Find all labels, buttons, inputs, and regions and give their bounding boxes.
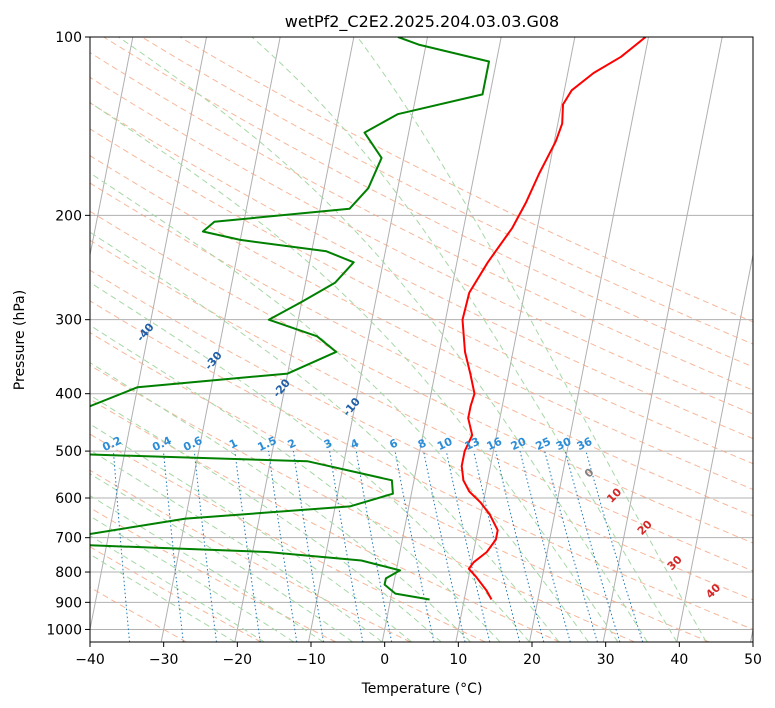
moist-adiabat-line <box>90 553 236 642</box>
moist-adiabat-line <box>90 423 413 642</box>
moist-adiabat-line <box>90 515 295 642</box>
mixing-ratio-line <box>234 451 261 642</box>
x-tick-label: −10 <box>296 652 326 668</box>
x-tick-label: 0 <box>380 652 389 668</box>
dry-adiabat-line <box>141 37 753 345</box>
mixing-ratio-line <box>495 450 545 642</box>
x-axis: −40 −30 −20 −10 0 10 20 30 40 50 <box>75 642 762 668</box>
mixing-ratio-line <box>423 451 466 642</box>
mixing-ratio-line <box>585 450 644 642</box>
mixing-ratio-label: 10 <box>435 435 455 453</box>
moist-adiabat-line <box>90 534 265 642</box>
y-tick-label: 300 <box>55 313 82 329</box>
dry-adiabat-line <box>90 332 710 642</box>
mixing-ratio-line <box>355 451 393 642</box>
y-axis-label: Pressure (hPa) <box>12 290 28 390</box>
moist-adiabat-line <box>90 172 589 642</box>
mixing-ratio-line <box>394 451 435 642</box>
dry-adiabat-line <box>90 433 486 642</box>
isotherm-line <box>90 37 208 633</box>
y-tick-label: 700 <box>55 531 82 547</box>
isotherm-line <box>381 37 502 642</box>
x-axis-label: Temperature (°C) <box>361 681 483 697</box>
dry-adiabat-line <box>90 398 561 642</box>
moist-adiabat-line <box>90 394 442 642</box>
mixing-ratio-line <box>162 451 184 642</box>
moist-adiabat-line <box>90 473 353 642</box>
x-tick-label: 50 <box>744 652 762 668</box>
x-tick-label: 40 <box>670 652 688 668</box>
moist-adiabat-line <box>118 37 648 642</box>
mixing-ratio-line <box>268 451 298 642</box>
mixing-ratio-label: 20 <box>509 435 529 453</box>
dry-adiabat-line <box>90 269 753 601</box>
moist-adiabat-line <box>251 37 678 642</box>
moist-adiabat-line <box>90 495 324 642</box>
temperature-line <box>460 37 647 600</box>
y-tick-label: 100 <box>55 30 82 46</box>
y-axis: 100 200 300 400 500 600 700 800 900 1000 <box>46 30 90 638</box>
y-tick-label: 200 <box>55 208 82 224</box>
mixing-ratio-line <box>113 451 131 642</box>
moist-adiabat-line <box>90 231 560 642</box>
dry-adiabat-line <box>90 239 753 572</box>
dry-adiabat-line <box>90 300 753 630</box>
moist-adiabat-line <box>90 362 471 642</box>
x-tick-label: −40 <box>75 652 105 668</box>
x-tick-label: 20 <box>523 652 541 668</box>
mixing-ratio-line <box>445 450 491 642</box>
x-tick-label: −20 <box>223 652 253 668</box>
moist-adiabat-line <box>90 101 619 642</box>
y-tick-label: 1000 <box>46 622 82 638</box>
y-tick-label: 400 <box>55 387 82 403</box>
mixing-ratio-line <box>544 450 598 642</box>
mixing-ratio-line <box>564 450 621 642</box>
dry-adiabat-line <box>90 507 336 642</box>
isotherm-line <box>90 37 134 258</box>
mixing-ratio-label: 30 <box>554 435 574 453</box>
isotherm-line <box>160 37 281 642</box>
x-tick-label: −30 <box>149 652 179 668</box>
y-tick-label: 600 <box>55 491 82 507</box>
dry-adiabat-line <box>90 364 635 642</box>
isotherm-line <box>676 252 753 642</box>
dry-adiabat-line <box>90 155 753 490</box>
y-tick-label: 900 <box>55 595 82 611</box>
dry-adiabat-line <box>90 182 753 517</box>
isotherm-line <box>602 37 723 642</box>
mixing-ratio-label: 16 <box>485 435 505 453</box>
dry-adiabat-line <box>90 586 187 642</box>
mixing-ratio-label: 13 <box>463 435 482 453</box>
chart-title: wetPf2_C2E2.2025.204.03.03.G08 <box>285 12 559 32</box>
y-tick-label: 500 <box>55 444 82 460</box>
plot-area: 0.10.20.40.611.52346810131620253036-100-… <box>90 37 753 642</box>
mixing-ratio-line <box>473 450 521 642</box>
mixing-ratio-line <box>193 451 217 642</box>
x-tick-label: 30 <box>597 652 615 668</box>
mixing-ratio-label: 36 <box>575 435 595 453</box>
plot-frame <box>89 36 754 643</box>
moist-adiabat-line <box>357 37 707 642</box>
isotherm-line <box>308 37 429 642</box>
y-tick-label: 800 <box>55 565 82 581</box>
mixing-ratio-label: 25 <box>534 435 553 453</box>
mixing-ratio-line <box>519 450 571 642</box>
isotherm-line <box>234 37 355 642</box>
dry-adiabat-line <box>179 37 753 323</box>
dewpoint-line <box>90 37 490 601</box>
dry-adiabat-line <box>90 51 753 391</box>
x-tick-label: 10 <box>449 652 467 668</box>
